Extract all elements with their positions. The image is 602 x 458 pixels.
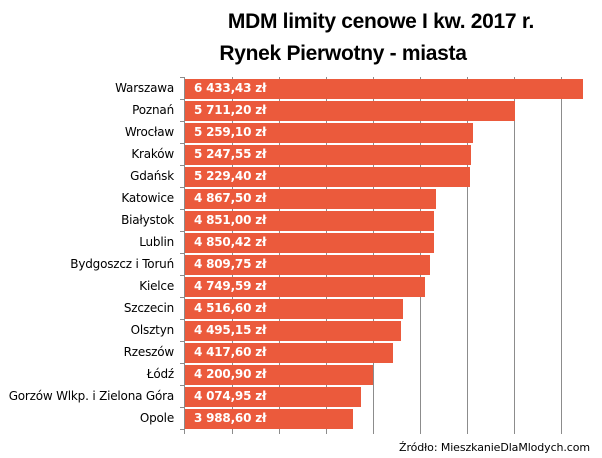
bar-value-label: 4 074,95 zł bbox=[194, 389, 267, 403]
category-label: Lublin bbox=[139, 235, 174, 249]
bar-value-label: 4 200,90 zł bbox=[194, 367, 267, 381]
y-axis-tick bbox=[180, 187, 185, 188]
bar: 4 867,50 zł bbox=[185, 189, 436, 209]
bar: 4 516,60 zł bbox=[185, 299, 403, 319]
bar-value-label: 3 988,60 zł bbox=[194, 411, 267, 425]
x-axis-tick bbox=[184, 429, 185, 434]
category-label: Opole bbox=[139, 411, 174, 425]
category-label: Olsztyn bbox=[130, 323, 175, 337]
bar: 4 850,42 zł bbox=[185, 233, 434, 253]
bar-value-label: 6 433,43 zł bbox=[194, 81, 267, 95]
bar: 5 229,40 zł bbox=[185, 167, 470, 187]
category-label: Rzeszów bbox=[123, 345, 175, 359]
bar: 5 711,20 zł bbox=[185, 101, 515, 121]
gridline bbox=[467, 77, 468, 429]
bar: 4 495,15 zł bbox=[185, 321, 401, 341]
bar-value-label: 4 516,60 zł bbox=[194, 301, 267, 315]
y-axis-tick bbox=[180, 77, 185, 78]
bar: 5 259,10 zł bbox=[185, 123, 473, 143]
x-axis-tick bbox=[514, 429, 515, 434]
category-label: Katowice bbox=[121, 191, 174, 205]
bar-value-label: 4 851,00 zł bbox=[194, 213, 267, 227]
bar: 3 988,60 zł bbox=[185, 409, 353, 429]
gridline bbox=[561, 77, 562, 429]
gridline bbox=[420, 77, 421, 429]
y-axis-tick bbox=[180, 341, 185, 342]
bar: 5 247,55 zł bbox=[185, 145, 471, 165]
y-axis-tick bbox=[180, 165, 185, 166]
plot-area: 6 433,43 zł 5 711,20 zł 5 259,10 zł 5 247,5… bbox=[185, 77, 602, 429]
bar-value-label: 4 495,15 zł bbox=[194, 323, 267, 337]
bar-value-label: 4 809,75 zł bbox=[194, 257, 267, 271]
bar-value-label: 5 711,20 zł bbox=[194, 103, 267, 117]
x-axis-tick bbox=[232, 429, 233, 434]
category-label: Wrocław bbox=[124, 125, 174, 139]
bar: 6 433,43 zł bbox=[185, 79, 583, 99]
x-axis-tick bbox=[326, 429, 327, 434]
bar: 4 200,90 zł bbox=[185, 365, 373, 385]
category-label: Białystok bbox=[121, 213, 174, 227]
y-axis-tick bbox=[180, 275, 185, 276]
y-axis-tick bbox=[180, 385, 185, 386]
x-axis-tick bbox=[420, 429, 421, 434]
bar: 4 417,60 zł bbox=[185, 343, 393, 363]
bar-value-label: 5 229,40 zł bbox=[194, 169, 267, 183]
bar-value-label: 4 867,50 zł bbox=[194, 191, 267, 205]
category-label: Warszawa bbox=[115, 81, 174, 95]
bar-value-label: 5 247,55 zł bbox=[194, 147, 267, 161]
y-axis-tick bbox=[180, 121, 185, 122]
source-note: Źródło: MieszkanieDlaMlodych.com bbox=[399, 441, 590, 454]
y-axis-tick bbox=[180, 429, 185, 430]
y-axis-tick bbox=[180, 253, 185, 254]
category-label: Bydgoszcz i Toruń bbox=[70, 257, 174, 271]
bar: 4 749,59 zł bbox=[185, 277, 425, 297]
category-label: Gdańsk bbox=[130, 169, 174, 183]
gridline bbox=[232, 77, 233, 429]
y-axis-tick bbox=[180, 319, 185, 320]
bar-value-label: 4 749,59 zł bbox=[194, 279, 267, 293]
category-label: Kraków bbox=[131, 147, 174, 161]
y-axis-tick bbox=[180, 297, 185, 298]
x-axis-tick bbox=[279, 429, 280, 434]
category-label: Łódź bbox=[146, 367, 174, 381]
category-label: Poznań bbox=[132, 103, 174, 117]
gridline bbox=[326, 77, 327, 429]
bar: 4 809,75 zł bbox=[185, 255, 430, 275]
gridline bbox=[514, 77, 515, 429]
y-axis-tick bbox=[180, 99, 185, 100]
chart-title-line-1: MDM limity cenowe I kw. 2017 r. bbox=[227, 10, 535, 33]
chart-title-line-2: Rynek Pierwotny - miasta bbox=[219, 42, 467, 65]
category-label: Gorzów Wlkp. i Zielona Góra bbox=[8, 389, 175, 403]
category-label: Kielce bbox=[139, 279, 174, 293]
y-axis-tick bbox=[180, 363, 185, 364]
category-label: Szczecin bbox=[123, 301, 174, 315]
bar-value-label: 4 417,60 zł bbox=[194, 345, 267, 359]
y-axis-tick bbox=[180, 407, 185, 408]
x-axis-tick bbox=[467, 429, 468, 434]
bar: 4 074,95 zł bbox=[185, 387, 361, 407]
x-axis-tick bbox=[561, 429, 562, 434]
bar: 4 851,00 zł bbox=[185, 211, 434, 231]
y-axis-tick bbox=[180, 231, 185, 232]
x-axis-tick bbox=[373, 429, 374, 434]
gridline bbox=[279, 77, 280, 429]
bar-value-label: 4 850,42 zł bbox=[194, 235, 267, 249]
gridline bbox=[373, 77, 374, 429]
y-axis-tick bbox=[180, 143, 185, 144]
y-axis-tick bbox=[180, 209, 185, 210]
bar-value-label: 5 259,10 zł bbox=[194, 125, 267, 139]
